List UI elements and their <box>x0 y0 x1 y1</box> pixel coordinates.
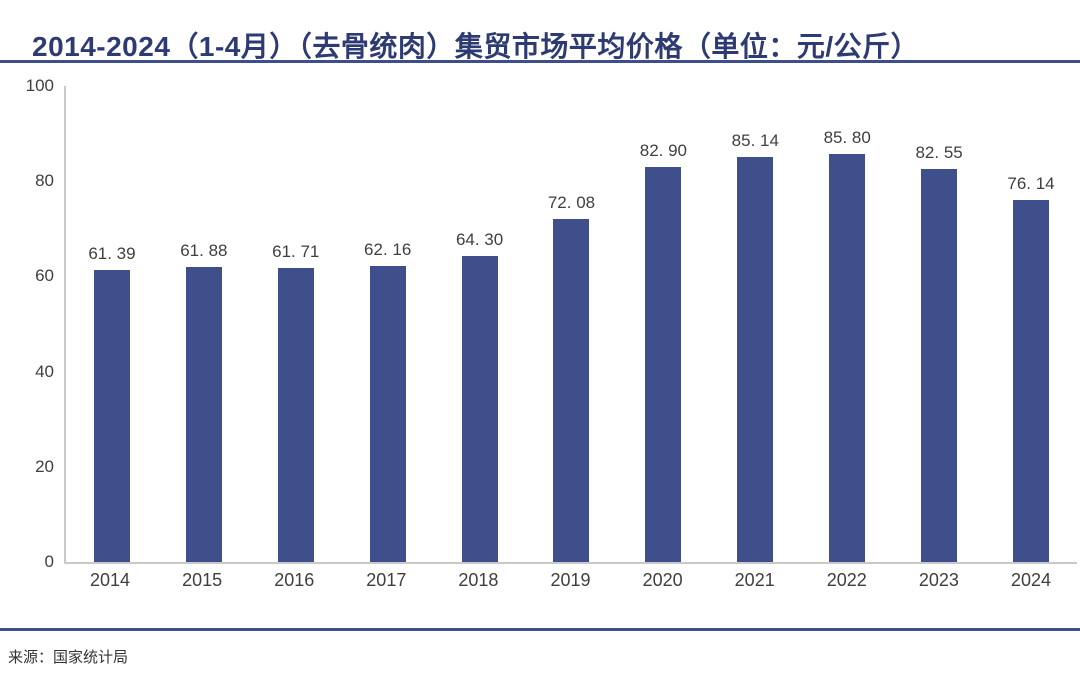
bar-value-label-2024: 76. 14 <box>1007 173 1055 193</box>
x-label-2019: 2019 <box>550 570 591 590</box>
x-label-2022: 2022 <box>826 570 867 590</box>
bar-value-label-2019: 72. 08 <box>547 192 596 212</box>
bar-group-2023: 82. 55 <box>893 86 985 562</box>
y-tick-0: 0 <box>44 552 54 571</box>
title-divider <box>0 60 1080 63</box>
bar-value-label-2018: 64. 30 <box>455 229 504 249</box>
bar-value-label-2023: 82. 55 <box>915 143 963 163</box>
bar-2015 <box>185 267 222 562</box>
bar-value-label-2021: 85. 14 <box>731 130 779 150</box>
bar-2021 <box>737 156 774 562</box>
bar-group-2016: 61. 71 <box>250 86 342 562</box>
bar-value-label-2016: 61. 71 <box>272 242 320 262</box>
bar-2014 <box>93 269 130 562</box>
x-label-2023: 2023 <box>918 570 959 590</box>
bar-group-2014: 61. 39 <box>66 86 158 562</box>
bar-value-label-2017: 62. 16 <box>364 240 412 260</box>
x-label-2018: 2018 <box>458 570 499 590</box>
bar-group-2021: 85. 14 <box>709 86 801 562</box>
bar-2017 <box>369 266 406 562</box>
bar-2024 <box>1013 199 1050 562</box>
bar-2022 <box>829 153 866 562</box>
x-label-2016: 2016 <box>274 570 315 590</box>
footer-divider <box>0 628 1080 631</box>
y-tick-80: 80 <box>35 171 54 191</box>
bar-group-2022: 85. 80 <box>801 86 893 562</box>
bar-value-label-2015: 61. 88 <box>180 241 228 261</box>
bar-group-2024: 76. 14 <box>985 86 1077 562</box>
bar-group-2018: 64. 30 <box>434 86 526 562</box>
y-tick-20: 20 <box>35 456 54 476</box>
source-text: 来源：国家统计局 <box>8 649 129 666</box>
y-tick-40: 40 <box>35 361 54 381</box>
bar-2018 <box>461 255 498 562</box>
y-tick-100: 100 <box>25 76 54 95</box>
x-label-2021: 2021 <box>734 570 775 590</box>
y-axis: 100 80 60 40 20 0 <box>0 76 54 571</box>
bar-2016 <box>277 268 314 562</box>
bar-2020 <box>645 167 682 562</box>
bar-value-label-2022: 85. 80 <box>823 127 871 147</box>
bar-value-label-2020: 82. 90 <box>639 141 688 161</box>
bar-group-2019: 72. 08 <box>526 86 618 562</box>
x-label-2024: 2024 <box>1010 570 1051 590</box>
bar-group-2020: 82. 90 <box>617 86 709 562</box>
x-label-2014: 2014 <box>90 570 131 590</box>
bar-2023 <box>921 169 958 562</box>
bar-group-2017: 62. 16 <box>342 86 434 562</box>
y-tick-60: 60 <box>35 266 54 286</box>
x-label-2015: 2015 <box>182 570 223 590</box>
page-title: 2014-2024（1-4月）（去骨统肉）集贸市场平均价格（单位：元/公斤） <box>32 30 920 62</box>
plot-area: 61. 39 61. 88 61. 71 62. 16 64. 30 72. 08 82. … <box>64 86 1077 564</box>
x-label-2020: 2020 <box>642 570 683 590</box>
x-axis: 2014 2015 2016 2017 2018 2019 2020 2021 2022 2023… <box>64 570 1077 591</box>
bar-2019 <box>553 218 590 562</box>
bar-value-label-2014: 61. 39 <box>88 243 136 263</box>
x-label-2017: 2017 <box>366 570 407 590</box>
bar-group-2015: 61. 88 <box>158 86 250 562</box>
